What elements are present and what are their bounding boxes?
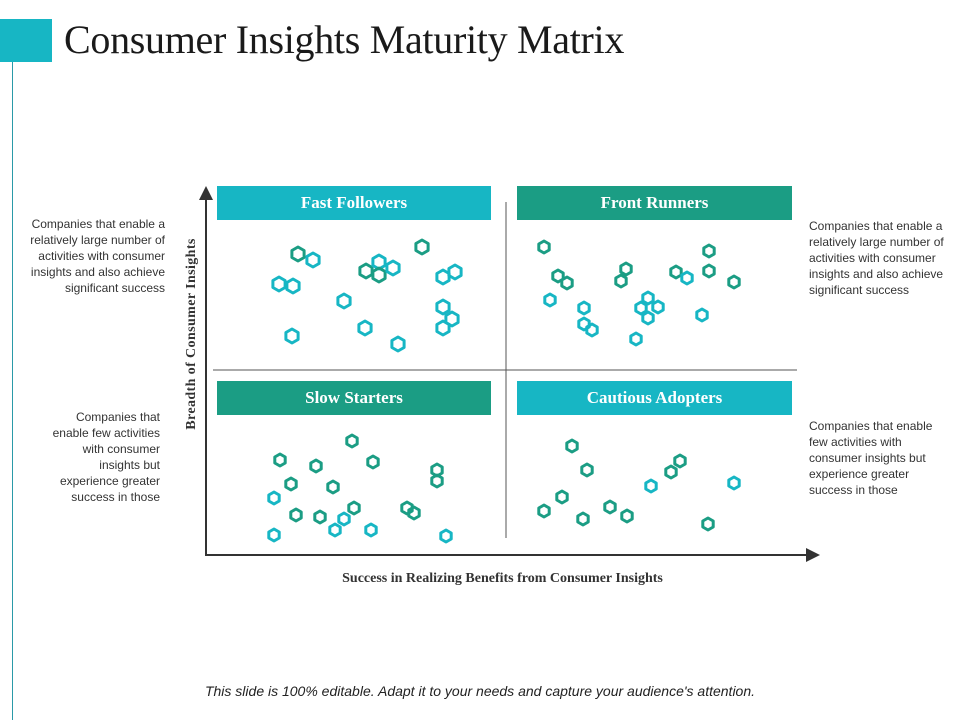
title-accent-block xyxy=(0,19,52,62)
hexagon-marker xyxy=(336,292,352,310)
quadrant-label-slow-starters: Slow Starters xyxy=(217,381,491,415)
hexagon-marker xyxy=(347,500,361,516)
left-accent-rule xyxy=(12,62,13,720)
hexagon-marker xyxy=(285,277,301,295)
hexagon-marker xyxy=(385,259,401,277)
hexagon-marker xyxy=(537,239,551,255)
hexagon-marker xyxy=(620,508,634,524)
hexagon-marker xyxy=(644,478,658,494)
hexagon-marker xyxy=(577,316,591,332)
hexagon-marker xyxy=(447,263,463,281)
hexagon-marker xyxy=(577,300,591,316)
hexagon-marker xyxy=(727,274,741,290)
hexagon-marker xyxy=(585,322,599,338)
description-slow-starters: Companies that enable few activities wit… xyxy=(52,410,160,504)
hexagon-marker xyxy=(702,263,716,279)
page-title: Consumer Insights Maturity Matrix xyxy=(64,17,625,62)
hexagon-marker xyxy=(289,507,303,523)
hexagon-marker xyxy=(328,522,342,538)
hexagon-marker xyxy=(614,273,628,289)
hexagon-marker xyxy=(271,275,287,293)
hexagon-marker xyxy=(727,475,741,491)
hexagon-marker xyxy=(435,268,451,286)
hexagon-marker xyxy=(390,335,406,353)
hexagon-marker xyxy=(435,298,451,316)
hexagon-markers xyxy=(267,238,741,544)
hexagon-marker xyxy=(543,292,557,308)
hexagon-marker xyxy=(400,500,414,516)
hexagon-marker xyxy=(305,251,321,269)
hexagon-marker xyxy=(702,243,716,259)
hexagon-marker xyxy=(701,516,715,532)
hexagon-marker xyxy=(629,331,643,347)
hexagon-marker xyxy=(576,511,590,527)
description-fast-followers: Companies that enable a relatively large… xyxy=(30,217,165,295)
quadrant-label-cautious-adopters: Cautious Adopters xyxy=(517,381,792,415)
hexagon-marker xyxy=(641,310,655,326)
hexagon-marker xyxy=(551,268,565,284)
footer-note: This slide is 100% editable. Adapt it to… xyxy=(204,683,756,699)
hexagon-marker xyxy=(673,453,687,469)
quadrant-label-fast-followers: Fast Followers xyxy=(217,186,491,220)
hexagon-marker xyxy=(284,327,300,345)
hexagon-marker xyxy=(580,462,594,478)
hexagon-marker xyxy=(664,464,678,480)
y-axis-arrow xyxy=(199,186,213,200)
hexagon-marker xyxy=(273,452,287,468)
hexagon-marker xyxy=(309,458,323,474)
hexagon-marker xyxy=(430,473,444,489)
hexagon-marker xyxy=(366,454,380,470)
description-cautious-adopters: Companies that enable few activities wit… xyxy=(809,419,933,497)
hexagon-marker xyxy=(371,266,387,284)
hexagon-marker xyxy=(407,505,421,521)
hexagon-marker xyxy=(555,489,569,505)
hexagon-marker xyxy=(267,527,281,543)
hexagon-marker xyxy=(357,319,373,337)
hexagon-marker xyxy=(680,270,694,286)
hexagon-marker xyxy=(267,490,281,506)
hexagon-marker xyxy=(603,499,617,515)
hexagon-marker xyxy=(337,511,351,527)
hexagon-marker xyxy=(284,476,298,492)
hexagon-marker xyxy=(669,264,683,280)
hexagon-marker xyxy=(290,245,306,263)
hexagon-marker xyxy=(345,433,359,449)
hexagon-marker xyxy=(358,262,374,280)
hexagon-marker xyxy=(695,307,709,323)
hexagon-marker xyxy=(435,319,451,337)
hexagon-marker xyxy=(444,310,460,328)
hexagon-marker xyxy=(619,261,633,277)
hexagon-marker xyxy=(313,509,327,525)
hexagon-marker xyxy=(364,522,378,538)
hexagon-marker xyxy=(641,290,655,306)
y-axis-label: Breadth of Consumer Insights xyxy=(184,238,199,430)
hexagon-marker xyxy=(565,438,579,454)
hexagon-marker xyxy=(414,238,430,256)
hexagon-marker xyxy=(537,503,551,519)
hexagon-marker xyxy=(634,300,648,316)
hexagon-marker xyxy=(560,275,574,291)
hexagon-marker xyxy=(439,528,453,544)
hexagon-marker xyxy=(651,299,665,315)
x-axis-arrow xyxy=(806,548,820,562)
quadrant-label-front-runners: Front Runners xyxy=(517,186,792,220)
hexagon-marker xyxy=(326,479,340,495)
description-front-runners: Companies that enable a relatively large… xyxy=(809,219,944,297)
x-axis-label: Success in Realizing Benefits from Consu… xyxy=(342,571,663,586)
